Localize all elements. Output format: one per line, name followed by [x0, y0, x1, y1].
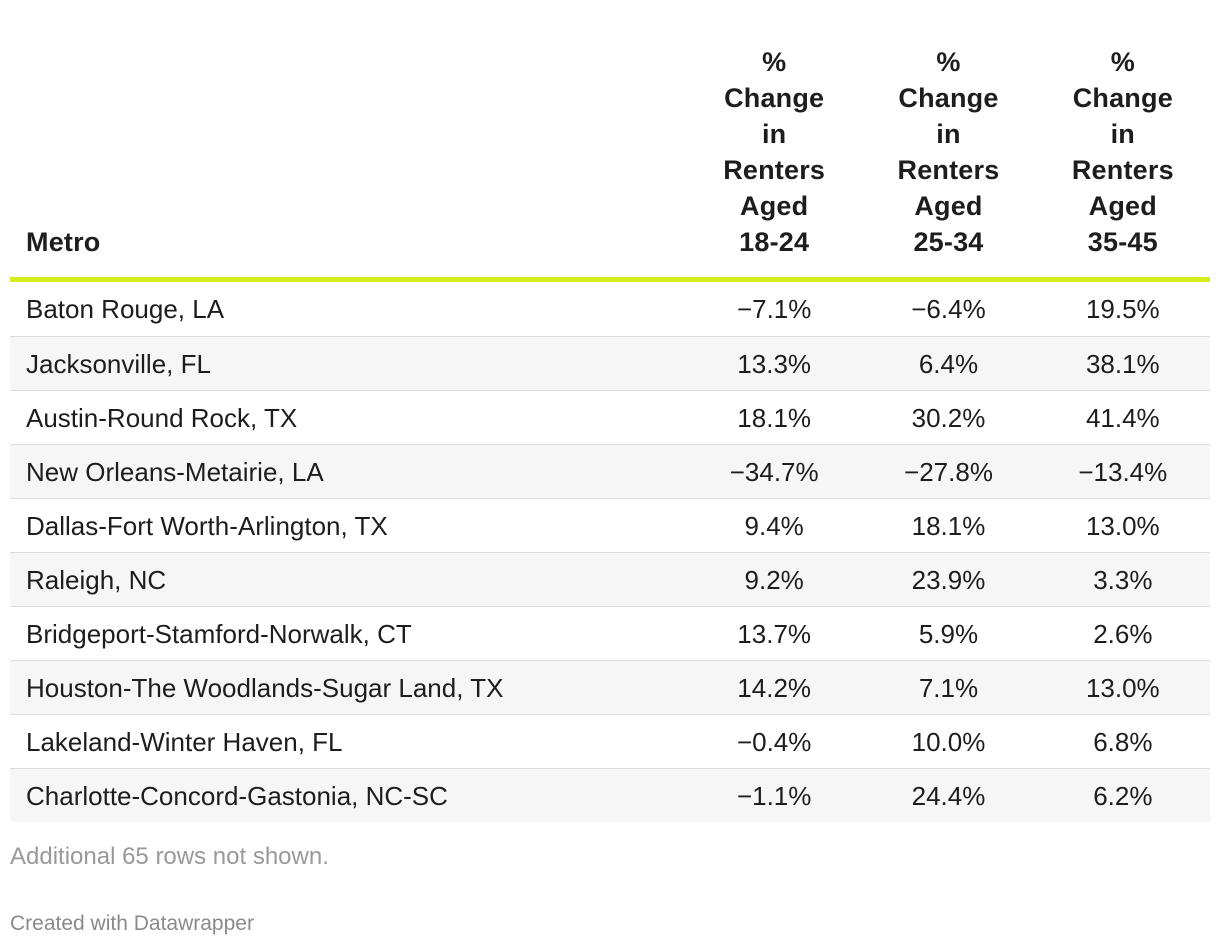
metro-cell: Austin-Round Rock, TX — [10, 390, 688, 445]
renters-18-24-cell: −7.1% — [687, 279, 862, 337]
metro-cell: Baton Rouge, LA — [10, 279, 688, 337]
table-row: Baton Rouge, LA −7.1% −6.4% 19.5% — [10, 279, 1210, 337]
renters-35-45-cell: 19.5% — [1035, 279, 1210, 337]
renters-18-24-cell: 18.1% — [687, 390, 862, 445]
table-row: Raleigh, NC 9.2% 23.9% 3.3% — [10, 552, 1210, 607]
metro-cell: Houston-The Woodlands-Sugar Land, TX — [10, 660, 688, 715]
renters-18-24-cell: −34.7% — [687, 444, 862, 499]
renters-35-45-cell: 38.1% — [1035, 336, 1210, 391]
renters-25-34-cell: 23.9% — [861, 552, 1036, 607]
renters-25-34-cell: 10.0% — [861, 714, 1036, 769]
rows-not-shown-note: Additional 65 rows not shown. — [10, 843, 329, 870]
data-table-container: Metro % Change in Renters Aged 18-24 % C… — [10, 0, 1210, 822]
renters-18-24-cell: 13.3% — [687, 336, 862, 391]
metro-cell: Charlotte-Concord-Gastonia, NC-SC — [10, 768, 688, 822]
renters-35-45-cell: 3.3% — [1035, 552, 1210, 607]
column-header-renters-18-24[interactable]: % Change in Renters Aged 18-24 — [687, 0, 862, 282]
datawrapper-credit: Created with Datawrapper — [10, 912, 254, 935]
renters-25-34-cell: −27.8% — [861, 444, 1036, 499]
column-header-metro[interactable]: Metro — [10, 0, 688, 282]
renters-25-34-cell: 6.4% — [861, 336, 1036, 391]
table-row: New Orleans-Metairie, LA −34.7% −27.8% −13.… — [10, 444, 1210, 499]
column-header-renters-35-45[interactable]: % Change in Renters Aged 35-45 — [1035, 0, 1210, 282]
renters-25-34-cell: 24.4% — [861, 768, 1036, 822]
metro-cell: Dallas-Fort Worth-Arlington, TX — [10, 498, 688, 553]
renters-18-24-cell: 13.7% — [687, 606, 862, 661]
renters-25-34-cell: −6.4% — [861, 279, 1036, 337]
renters-18-24-cell: −0.4% — [687, 714, 862, 769]
column-header-renters-25-34[interactable]: % Change in Renters Aged 25-34 — [861, 0, 1036, 282]
table-row: Charlotte-Concord-Gastonia, NC-SC −1.1% 24… — [10, 768, 1210, 822]
table-row: Austin-Round Rock, TX 18.1% 30.2% 41.4% — [10, 390, 1210, 445]
metro-cell: Lakeland-Winter Haven, FL — [10, 714, 688, 769]
renters-35-45-cell: −13.4% — [1035, 444, 1210, 499]
metro-cell: Bridgeport-Stamford-Norwalk, CT — [10, 606, 688, 661]
metro-cell: New Orleans-Metairie, LA — [10, 444, 688, 499]
renters-35-45-cell: 13.0% — [1035, 498, 1210, 553]
renters-18-24-cell: −1.1% — [687, 768, 862, 822]
table-row: Bridgeport-Stamford-Norwalk, CT 13.7% 5.9%… — [10, 606, 1210, 661]
renters-25-34-cell: 30.2% — [861, 390, 1036, 445]
table-header-row: Metro % Change in Renters Aged 18-24 % C… — [10, 0, 1210, 282]
renters-35-45-cell: 6.8% — [1035, 714, 1210, 769]
renters-35-45-cell: 2.6% — [1035, 606, 1210, 661]
metro-cell: Jacksonville, FL — [10, 336, 688, 391]
renters-25-34-cell: 7.1% — [861, 660, 1036, 715]
renters-18-24-cell: 9.2% — [687, 552, 862, 607]
table-row: Dallas-Fort Worth-Arlington, TX 9.4% 18.1%… — [10, 498, 1210, 553]
renters-35-45-cell: 41.4% — [1035, 390, 1210, 445]
renters-35-45-cell: 6.2% — [1035, 768, 1210, 822]
table-body: Baton Rouge, LA −7.1% −6.4% 19.5% Jacksonvil… — [10, 279, 1210, 822]
table-row: Lakeland-Winter Haven, FL −0.4% 10.0% 6.8% — [10, 714, 1210, 769]
renters-35-45-cell: 13.0% — [1035, 660, 1210, 715]
table-row: Houston-The Woodlands-Sugar Land, TX 14.2… — [10, 660, 1210, 715]
table-row: Jacksonville, FL 13.3% 6.4% 38.1% — [10, 336, 1210, 391]
renters-18-24-cell: 9.4% — [687, 498, 862, 553]
renters-18-24-cell: 14.2% — [687, 660, 862, 715]
renters-25-34-cell: 5.9% — [861, 606, 1036, 661]
renters-25-34-cell: 18.1% — [861, 498, 1036, 553]
data-table: Metro % Change in Renters Aged 18-24 % C… — [10, 0, 1210, 822]
metro-cell: Raleigh, NC — [10, 552, 688, 607]
